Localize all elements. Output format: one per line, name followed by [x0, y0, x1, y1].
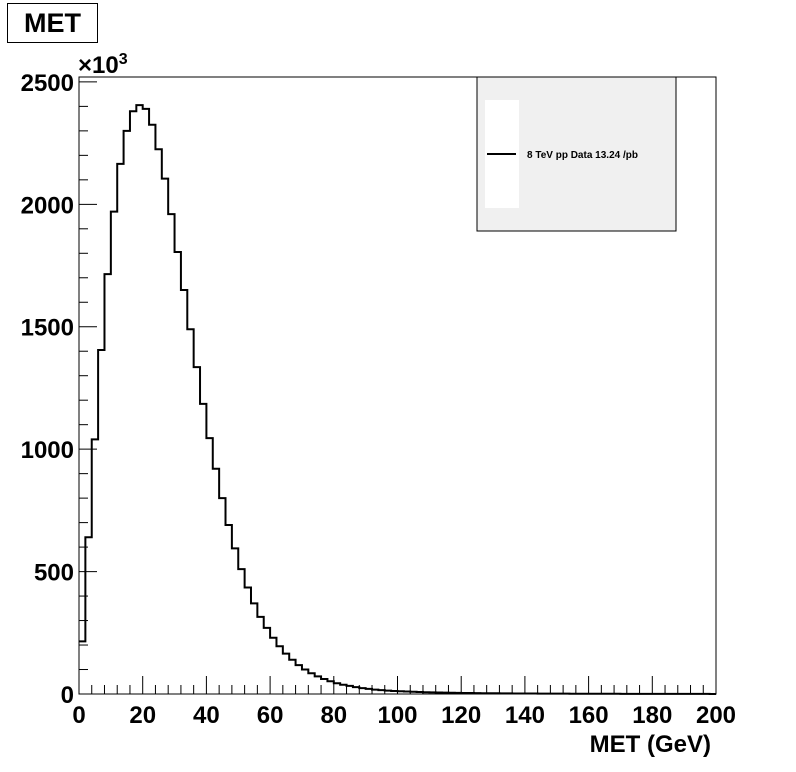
x-tick-label: 20: [129, 702, 156, 729]
y-multiplier-base: ×10: [78, 52, 119, 79]
y-multiplier-exponent: 3: [119, 51, 128, 68]
y-axis-tick-labels: 0 500 1000 1500 2000 2500: [21, 70, 74, 709]
x-tick-label: 180: [632, 702, 672, 729]
x-tick-label: 60: [257, 702, 284, 729]
y-tick-label: 500: [34, 560, 74, 587]
y-tick-label: 2500: [21, 70, 74, 97]
legend-entry-label: 8 TeV pp Data 13.24 /pb: [527, 150, 638, 161]
y-multiplier-label: ×103: [78, 51, 128, 79]
x-tick-label: 40: [193, 702, 220, 729]
x-tick-label: 80: [320, 702, 347, 729]
y-axis-ticks: [79, 81, 97, 695]
x-tick-label: 100: [377, 702, 417, 729]
x-tick-label: 120: [441, 702, 481, 729]
histogram-series-line: [79, 104, 716, 695]
y-tick-label: 0: [61, 682, 74, 709]
x-axis-tick-labels: 0 20 40 60 80 100 120 140 160 180 200: [72, 702, 736, 729]
y-tick-label: 1000: [21, 437, 74, 464]
x-tick-label: 160: [569, 702, 609, 729]
y-tick-label: 1500: [21, 315, 74, 342]
x-axis-title: MET (GeV): [590, 731, 711, 758]
x-tick-label: 200: [696, 702, 736, 729]
x-tick-label: 0: [72, 702, 85, 729]
y-tick-label: 2000: [21, 192, 74, 219]
x-tick-label: 140: [505, 702, 545, 729]
x-axis-ticks: [78, 676, 717, 694]
legend: 8 TeV pp Data 13.24 /pb: [476, 76, 677, 232]
chart-title: MET: [7, 3, 98, 43]
